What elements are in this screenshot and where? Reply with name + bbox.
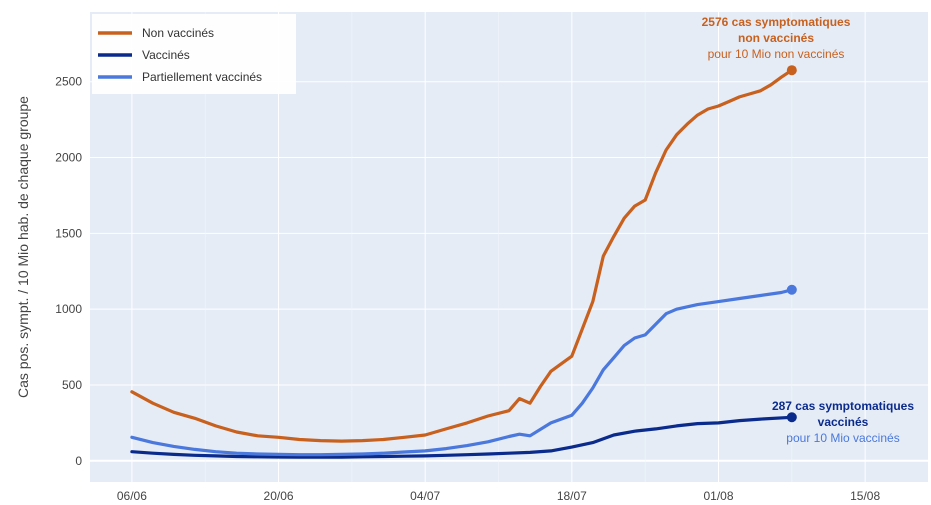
y-tick-label: 0 xyxy=(75,454,82,468)
series-end-marker xyxy=(786,65,797,76)
annotation-line: pour 10 Mio vaccinés xyxy=(786,431,899,445)
annotation: 2576 cas symptomatiques non vaccinés pour … xyxy=(702,15,851,61)
legend-label: Non vaccinés xyxy=(142,26,214,40)
annotation: 287 cas symptomatiques vaccinés pour 10 Mi… xyxy=(772,399,914,445)
legend-label: Partiellement vaccinés xyxy=(142,70,262,84)
x-tick-label: 01/08 xyxy=(703,489,733,503)
annotation-line: 2576 cas symptomatiques xyxy=(702,15,851,29)
legend: Non vaccinés Vaccinés Partiellement vaccin… xyxy=(92,14,296,94)
y-tick-label: 1000 xyxy=(55,302,82,316)
y-axis-label: Cas pos. sympt. / 10 Mio hab. de chaque … xyxy=(15,96,31,398)
series-line xyxy=(130,68,794,443)
series-end-marker xyxy=(786,284,797,295)
annotation-line: 287 cas symptomatiques xyxy=(772,399,914,413)
annotation-line: pour 10 Mio non vaccinés xyxy=(708,47,845,61)
series-line xyxy=(130,288,794,457)
y-tick-label: 2500 xyxy=(55,75,82,89)
series-line xyxy=(130,415,794,459)
annotation-line: vaccinés xyxy=(818,415,869,429)
x-tick-label: 04/07 xyxy=(410,489,440,503)
x-tick-label: 20/06 xyxy=(264,489,294,503)
series-end-marker xyxy=(786,412,797,423)
x-tick-label: 15/08 xyxy=(850,489,880,503)
y-tick-label: 1500 xyxy=(55,226,82,240)
legend-label: Vaccinés xyxy=(142,48,190,62)
x-tick-label: 18/07 xyxy=(557,489,587,503)
y-tick-label: 500 xyxy=(62,378,82,392)
x-tick-label: 06/06 xyxy=(117,489,147,503)
y-tick-label: 2000 xyxy=(55,151,82,165)
annotation-line: non vaccinés xyxy=(738,31,814,45)
